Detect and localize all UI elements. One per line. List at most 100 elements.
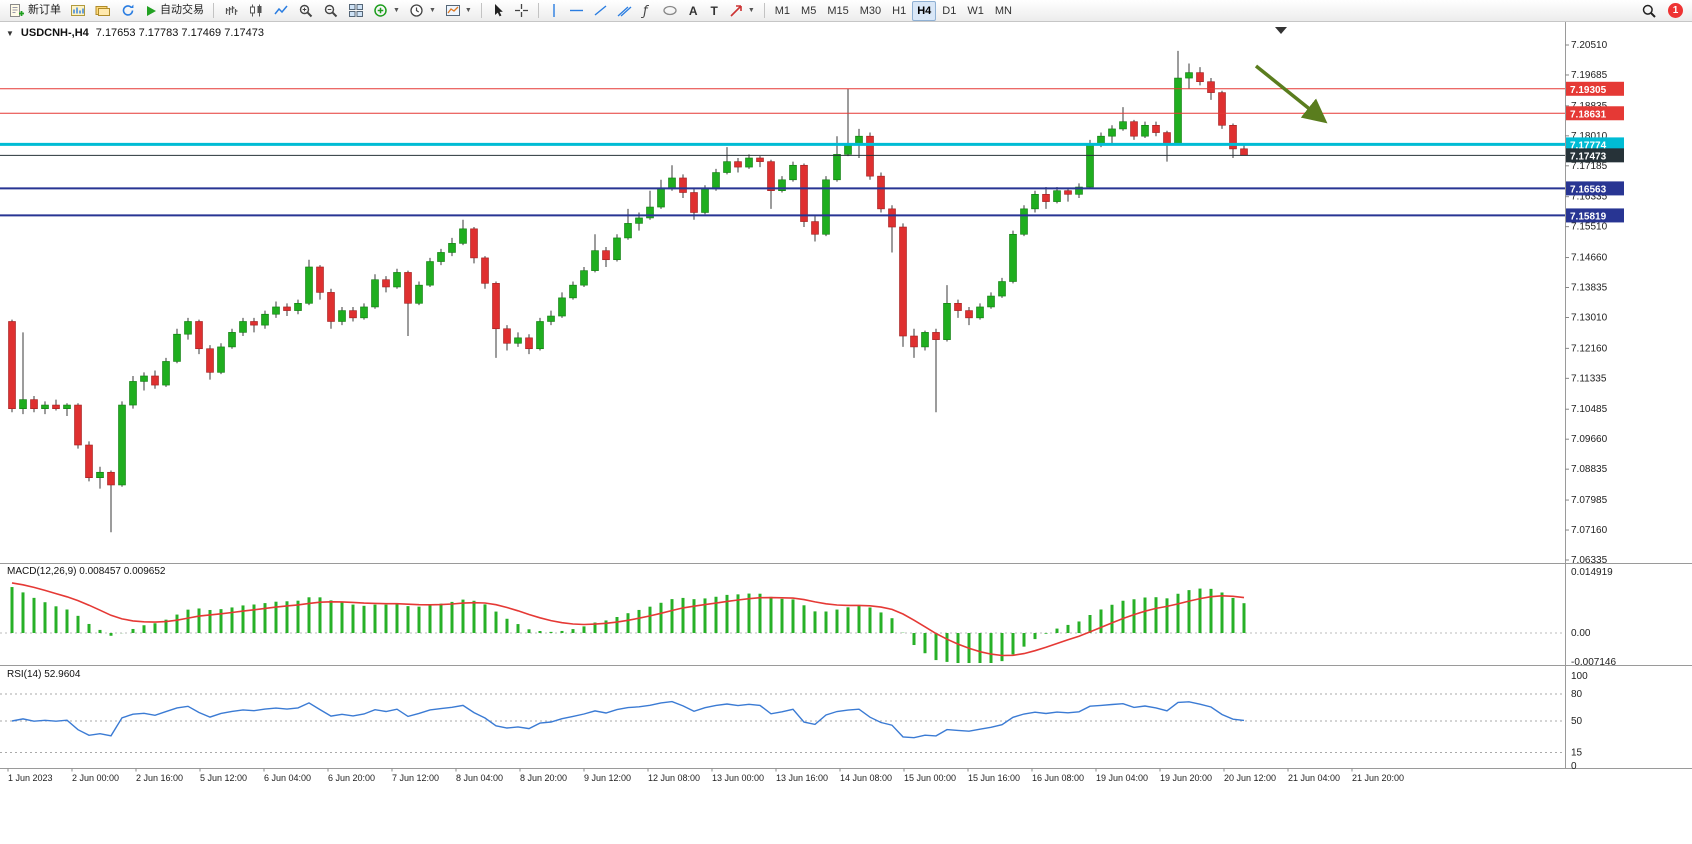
price-axis[interactable]: 7.20510 7.19685 7.18835 7.18010 7.17185 7.163… [1565,40,1608,566]
price-tag[interactable]: 7.15819 [1566,208,1624,223]
zoom-out-button[interactable] [319,1,343,21]
timeframe-button-h1[interactable]: H1 [887,1,911,21]
timeframe-button-m15[interactable]: M15 [822,1,853,21]
svg-text:7.12160: 7.12160 [1571,343,1608,354]
rsi-indicator-label: RSI(14) 52.9604 [7,669,81,680]
candlestick-chart-type-button[interactable] [244,1,268,21]
cursor-button[interactable] [487,1,509,21]
fibonacci-tool-button[interactable]: ƒ [637,1,657,21]
rsi-line [11,700,1245,739]
tile-windows-icon [348,3,364,18]
timeframe-group: M1 M5 M15 M30 H1 H4 D1 W1 MN [770,0,1017,21]
svg-text:5 Jun 12:00: 5 Jun 12:00 [200,773,247,783]
macd-axis[interactable]: 0.014919 0.00 -0.007146 [1571,567,1616,668]
svg-text:7.06335: 7.06335 [1571,555,1608,566]
crosshair-button[interactable] [510,1,533,21]
line-chart-type-button[interactable] [269,1,293,21]
autotrading-label: 自动交易 [160,4,204,16]
svg-text:7.13010: 7.13010 [1571,312,1608,323]
chevron-down-icon: ▼ [393,7,400,14]
svg-text:7.19685: 7.19685 [1571,70,1608,81]
shapes-tool-button[interactable] [658,1,682,21]
price-tag[interactable]: 7.19305 [1566,81,1624,96]
tile-windows-button[interactable] [344,1,368,21]
svg-text:12 Jun 08:00: 12 Jun 08:00 [648,773,700,783]
svg-text:7.16335: 7.16335 [1571,192,1608,203]
channel-tool-button[interactable] [613,1,636,21]
chart-shift-marker-icon[interactable] [1275,27,1287,34]
price-tag[interactable]: 7.17473 [1566,148,1624,163]
periods-button[interactable]: ▼ [405,1,440,21]
label-tool-button[interactable]: T [704,1,723,21]
cursor-arrow-icon [491,3,505,18]
timeframe-button-m1[interactable]: M1 [770,1,795,21]
autotrading-button[interactable]: 自动交易 [141,1,208,21]
label-tool-icon: T [710,3,718,18]
timeframe-button-m5[interactable]: M5 [796,1,821,21]
timeframe-button-w1[interactable]: W1 [962,1,989,21]
profiles-button[interactable] [91,1,115,21]
svg-text:7.17185: 7.17185 [1571,161,1608,172]
refresh-button[interactable] [116,1,140,21]
crosshair-icon [514,3,529,18]
candlesticks [8,50,1248,533]
trendline-tool-button[interactable] [589,1,612,21]
macd-indicator-label: MACD(12,26,9) 0.008457 0.009652 [7,566,166,577]
channel-icon [617,3,632,18]
svg-text:0.00: 0.00 [1571,628,1591,639]
svg-text:8 Jun 04:00: 8 Jun 04:00 [456,773,503,783]
toolbar-separator [213,3,214,18]
macd-histogram [10,587,1246,663]
timeframe-button-d1[interactable]: D1 [937,1,961,21]
svg-text:8 Jun 20:00: 8 Jun 20:00 [520,773,567,783]
notification-badge[interactable]: 1 [1668,3,1683,18]
annotation-arrow[interactable] [1254,64,1328,124]
indicators-button[interactable]: ▼ [369,1,404,21]
timeframe-button-h4[interactable]: H4 [912,0,937,21]
horizontal-line-tool-button[interactable] [565,1,588,21]
text-tool-button[interactable]: A [683,1,704,21]
new-order-icon [9,3,25,18]
arrows-tool-button[interactable]: ▼ [725,1,759,21]
svg-text:100: 100 [1571,671,1588,682]
price-tag[interactable]: 7.18631 [1566,106,1624,121]
rsi-axis[interactable]: 100 80 50 15 0 [1571,671,1588,772]
svg-text:13 Jun 00:00: 13 Jun 00:00 [712,773,764,783]
zoom-in-icon [298,3,314,18]
svg-text:13 Jun 16:00: 13 Jun 16:00 [776,773,828,783]
zoom-in-button[interactable] [294,1,318,21]
templates-button[interactable]: ▼ [441,1,476,21]
svg-text:7.17774: 7.17774 [1570,140,1607,151]
zoom-out-icon [323,3,339,18]
ohlc-bars-icon [223,3,239,18]
svg-text:2 Jun 00:00: 2 Jun 00:00 [72,773,119,783]
chart-collapse-icon[interactable]: ▼ [6,28,14,38]
horizontal-line-icon [569,3,584,18]
timeframe-button-m30[interactable]: M30 [855,1,886,21]
symbol-period-label: USDCNH-,H4 [20,27,89,39]
bar-chart-type-button[interactable] [219,1,243,21]
price-tag[interactable]: 7.16563 [1566,181,1624,196]
new-chart-button[interactable] [66,1,90,21]
svg-text:7.11335: 7.11335 [1571,373,1607,384]
template-chart-icon [445,3,461,18]
svg-text:7.10485: 7.10485 [1571,404,1608,415]
vertical-line-tool-button[interactable] [544,1,564,21]
svg-text:7.07160: 7.07160 [1571,525,1608,536]
time-axis[interactable]: 1 Jun 2023 2 Jun 00:00 2 Jun 16:00 5 Jun 12… [7,768,1404,784]
svg-text:14 Jun 08:00: 14 Jun 08:00 [840,773,892,783]
svg-text:1 Jun 2023: 1 Jun 2023 [8,773,53,783]
svg-text:7.18835: 7.18835 [1571,101,1608,112]
search-button[interactable] [1637,1,1661,21]
folders-icon [95,3,111,18]
toolbar-separator [537,3,539,18]
timeframe-button-mn[interactable]: MN [990,1,1017,21]
new-order-button[interactable]: 新订单 [5,1,65,21]
price-tag[interactable]: 7.17774 [1566,137,1624,152]
chart-window-icon [70,3,86,18]
candlestick-icon [248,3,264,18]
svg-text:16 Jun 08:00: 16 Jun 08:00 [1032,773,1084,783]
